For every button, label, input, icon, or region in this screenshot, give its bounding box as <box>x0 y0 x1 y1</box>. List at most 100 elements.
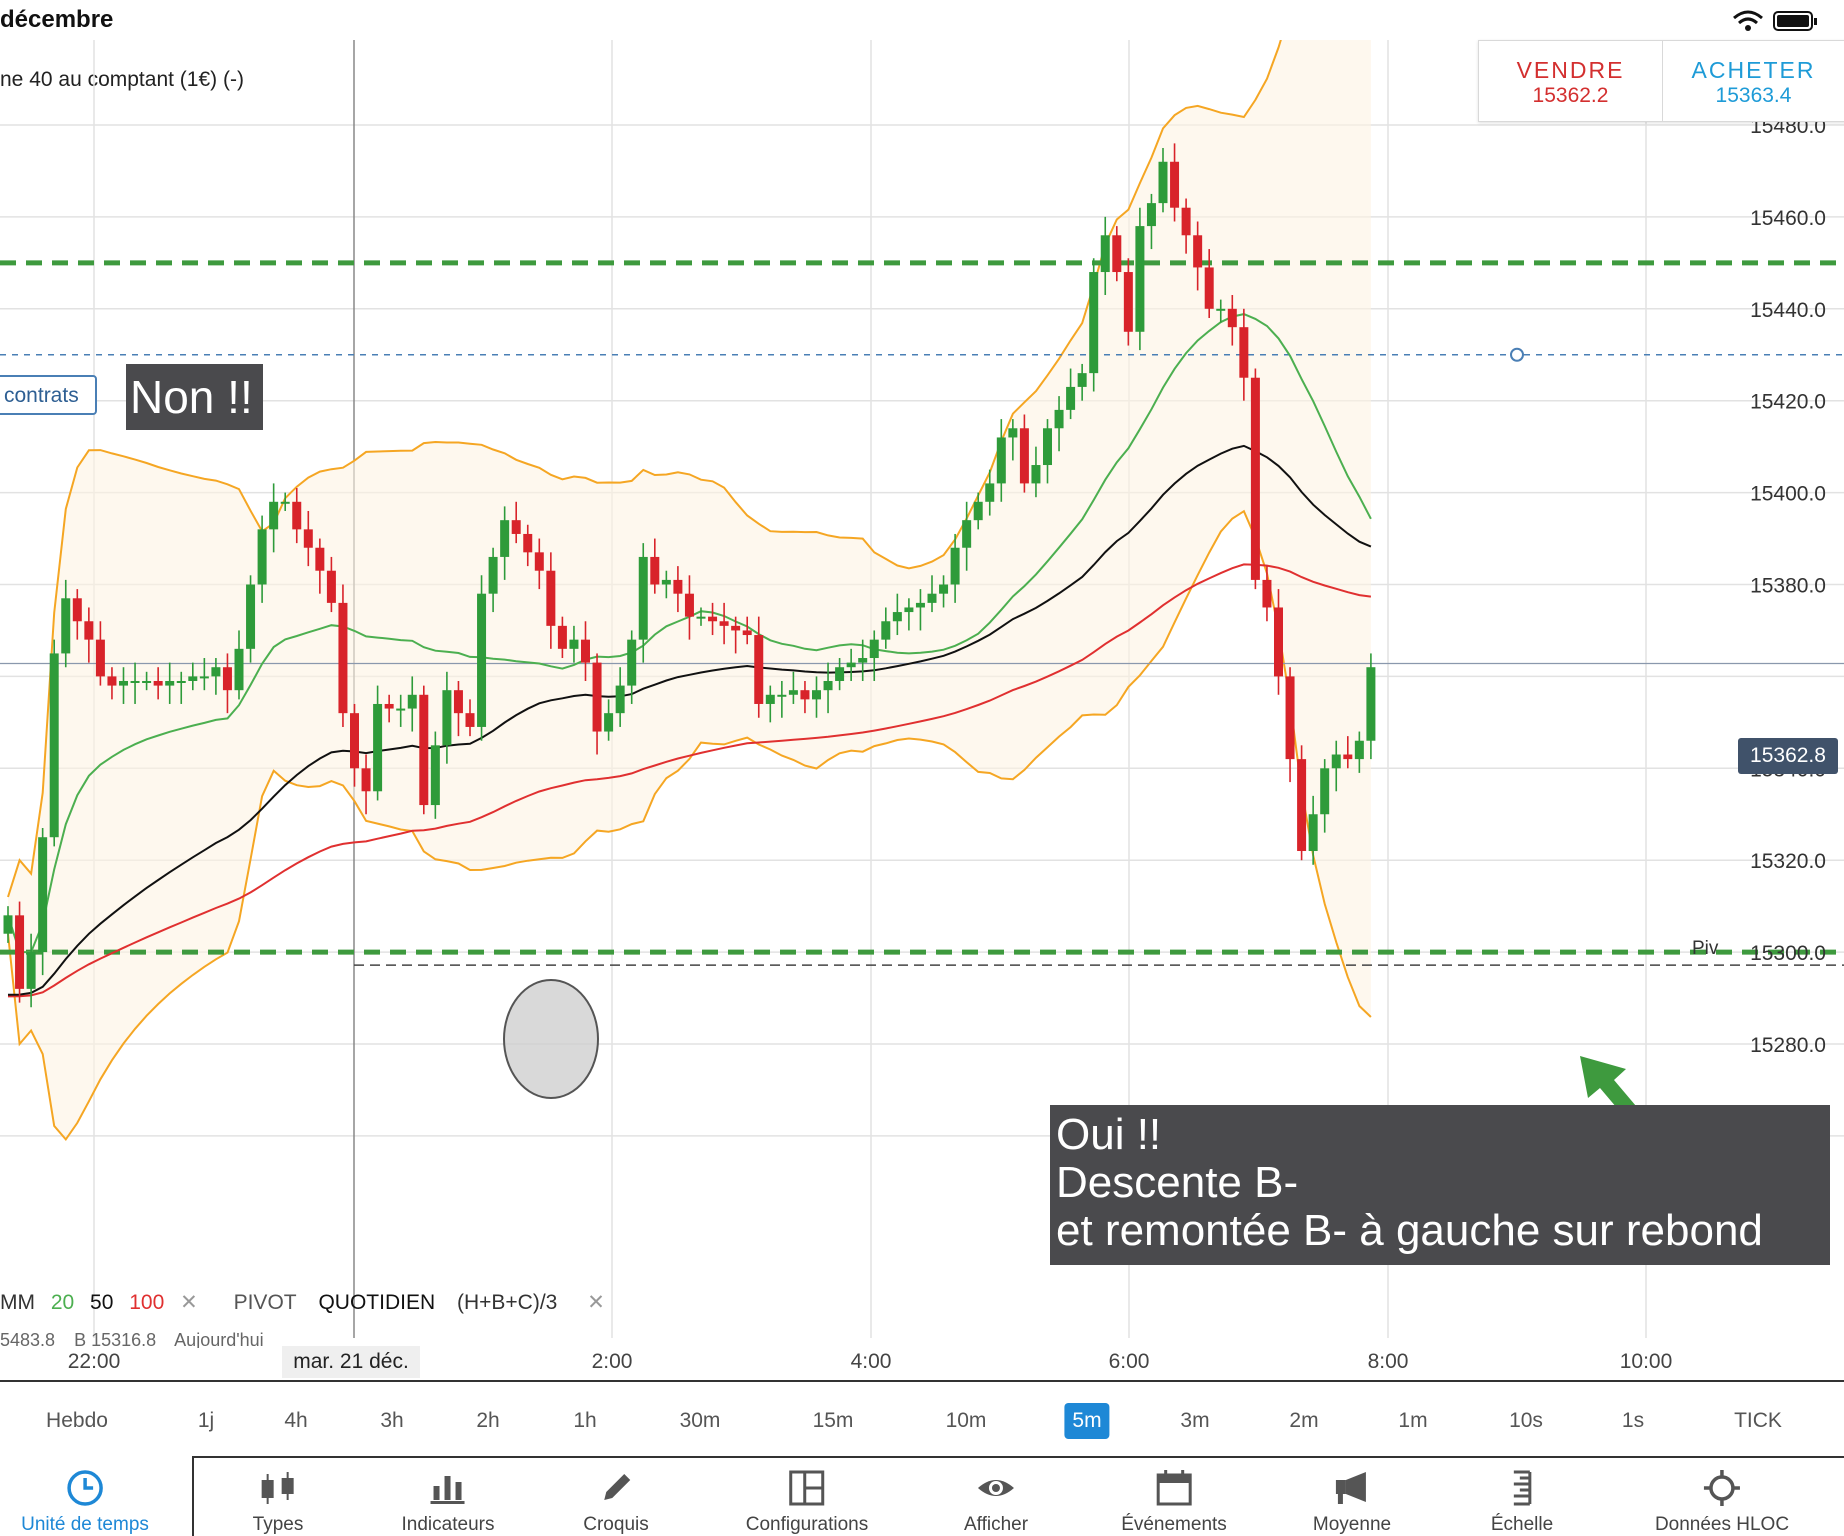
candle-body <box>1274 607 1283 677</box>
scale-icon <box>1513 1470 1532 1506</box>
timeframe-hebdo[interactable]: Hebdo <box>46 1409 108 1432</box>
candle-body <box>800 690 810 700</box>
candle-body <box>488 556 498 594</box>
candle-body <box>1123 272 1133 332</box>
timeframe-2m[interactable]: 2m <box>1289 1409 1319 1432</box>
candle-body <box>1019 428 1029 484</box>
time-label: 10:00 <box>1619 1350 1673 1373</box>
price-label: 15380.0 <box>1750 575 1826 598</box>
candle-body <box>546 570 556 626</box>
tool-hloc[interactable]: Données HLOC <box>1655 1456 1789 1536</box>
pivot-value: B 15316.8 <box>74 1330 157 1348</box>
timeframe-1j[interactable]: 1j <box>197 1409 215 1432</box>
sell-button[interactable]: VENDRE 15362.2 <box>1479 41 1663 121</box>
timeframe-3m[interactable]: 3m <box>1180 1409 1210 1432</box>
candle-body <box>1285 676 1295 760</box>
candle-body <box>661 579 671 585</box>
candle-body <box>1366 667 1376 741</box>
candle-body <box>892 612 902 622</box>
price-label: 15320.0 <box>1750 850 1826 873</box>
candle-body <box>38 837 48 953</box>
price-label: 15440.0 <box>1750 299 1826 322</box>
eye-icon <box>977 1480 1014 1496</box>
candle-body <box>211 667 221 677</box>
timeframe-1h[interactable]: 1h <box>573 1409 597 1432</box>
annotation-oui: Oui !! Descente B- et remontée B- à gauc… <box>1050 1105 1830 1265</box>
candle-body <box>419 694 429 806</box>
candle-body <box>696 616 706 619</box>
pencil-icon <box>603 1474 630 1500</box>
horizontal-levels <box>0 260 1844 966</box>
candle-body <box>754 635 764 704</box>
candle-body <box>1297 759 1307 852</box>
time-label: 8:00 <box>1367 1350 1409 1373</box>
tool-label: Événements <box>1121 1514 1227 1535</box>
candle-body <box>615 685 625 714</box>
timeframe-10m[interactable]: 10m <box>945 1409 987 1432</box>
tool-indicators[interactable]: Indicateurs <box>402 1456 494 1536</box>
time-axis: 22:00 mar. 21 déc. 2:00 4:00 6:00 8:00 1… <box>0 1338 1844 1382</box>
buy-button[interactable]: ACHETER 15363.4 <box>1662 41 1844 121</box>
clock-icon <box>67 1470 103 1506</box>
candle-body <box>1158 161 1168 204</box>
timeframe-2h[interactable]: 2h <box>476 1409 500 1432</box>
megaphone-icon <box>1335 1472 1366 1504</box>
trade-panel: VENDRE 15362.2 ACHETER 15363.4 <box>1478 40 1844 122</box>
annotation-non: Non !! <box>126 364 263 430</box>
tool-scale[interactable]: Échelle <box>1491 1456 1553 1536</box>
pivot-value: 5483.8 <box>0 1330 56 1348</box>
candle-body <box>1031 465 1041 484</box>
candle-body <box>384 703 394 709</box>
candle-body <box>49 653 59 838</box>
candle-body <box>1054 409 1064 429</box>
instrument-title: ne 40 au comptant (1€) (-) <box>0 68 244 91</box>
candle-body <box>1135 226 1145 332</box>
candle-body <box>130 680 140 683</box>
tool-display[interactable]: Afficher <box>964 1456 1028 1536</box>
time-label: 6:00 <box>1108 1350 1150 1373</box>
candle-body <box>222 667 232 691</box>
tool-sketch[interactable]: Croquis <box>583 1456 649 1536</box>
timeframe-3h[interactable]: 3h <box>380 1409 404 1432</box>
timeframe-30m[interactable]: 30m <box>679 1409 721 1432</box>
candle-body <box>869 639 879 659</box>
tool-types[interactable]: Types <box>253 1456 303 1536</box>
candle-body <box>569 639 579 649</box>
candle-body <box>765 694 775 704</box>
candle-body <box>881 621 891 640</box>
remove-ma-icon[interactable]: ✕ <box>180 1291 198 1314</box>
timeframe-tick[interactable]: TICK <box>1734 1409 1782 1432</box>
tool-label: Données HLOC <box>1654 1514 1790 1535</box>
timeframe-1m[interactable]: 1m <box>1398 1409 1428 1432</box>
timeframe-10s[interactable]: 10s <box>1509 1409 1543 1432</box>
candle-body <box>1354 740 1364 760</box>
candle-body <box>973 501 983 521</box>
tool-configurations[interactable]: Configurations <box>745 1456 869 1536</box>
candle-body <box>119 680 128 686</box>
candle-body <box>1170 161 1180 208</box>
position-contracts-tag[interactable]: contrats <box>0 375 97 415</box>
buy-label: ACHETER <box>1691 57 1816 83</box>
tool-events[interactable]: Événements <box>1121 1456 1227 1536</box>
timeframe-1s[interactable]: 1s <box>1621 1409 1645 1432</box>
candle-body <box>430 745 440 806</box>
timeframe-4h[interactable]: 4h <box>284 1409 308 1432</box>
price-label: 15280.0 <box>1750 1034 1826 1057</box>
candle-body <box>835 667 845 681</box>
tool-average[interactable]: Moyenne <box>1313 1456 1391 1536</box>
timeframe-5m[interactable]: 5m <box>1064 1403 1110 1439</box>
candle-body <box>326 570 336 603</box>
candle-body <box>1343 754 1353 760</box>
timeframe-15m[interactable]: 15m <box>812 1409 854 1432</box>
candle-body <box>1239 327 1249 378</box>
candle-body <box>904 607 914 613</box>
candle-body <box>673 579 683 594</box>
candle-body <box>846 662 856 668</box>
sell-price: 15362.2 <box>1532 84 1609 107</box>
candle-body <box>534 552 544 571</box>
tool-timeframe[interactable]: Unité de temps <box>21 1456 149 1536</box>
status-date: décembre <box>0 6 114 33</box>
remove-pivot-icon[interactable]: ✕ <box>587 1291 605 1314</box>
candle-body <box>1204 267 1214 309</box>
tool-label: Configurations <box>745 1514 869 1535</box>
